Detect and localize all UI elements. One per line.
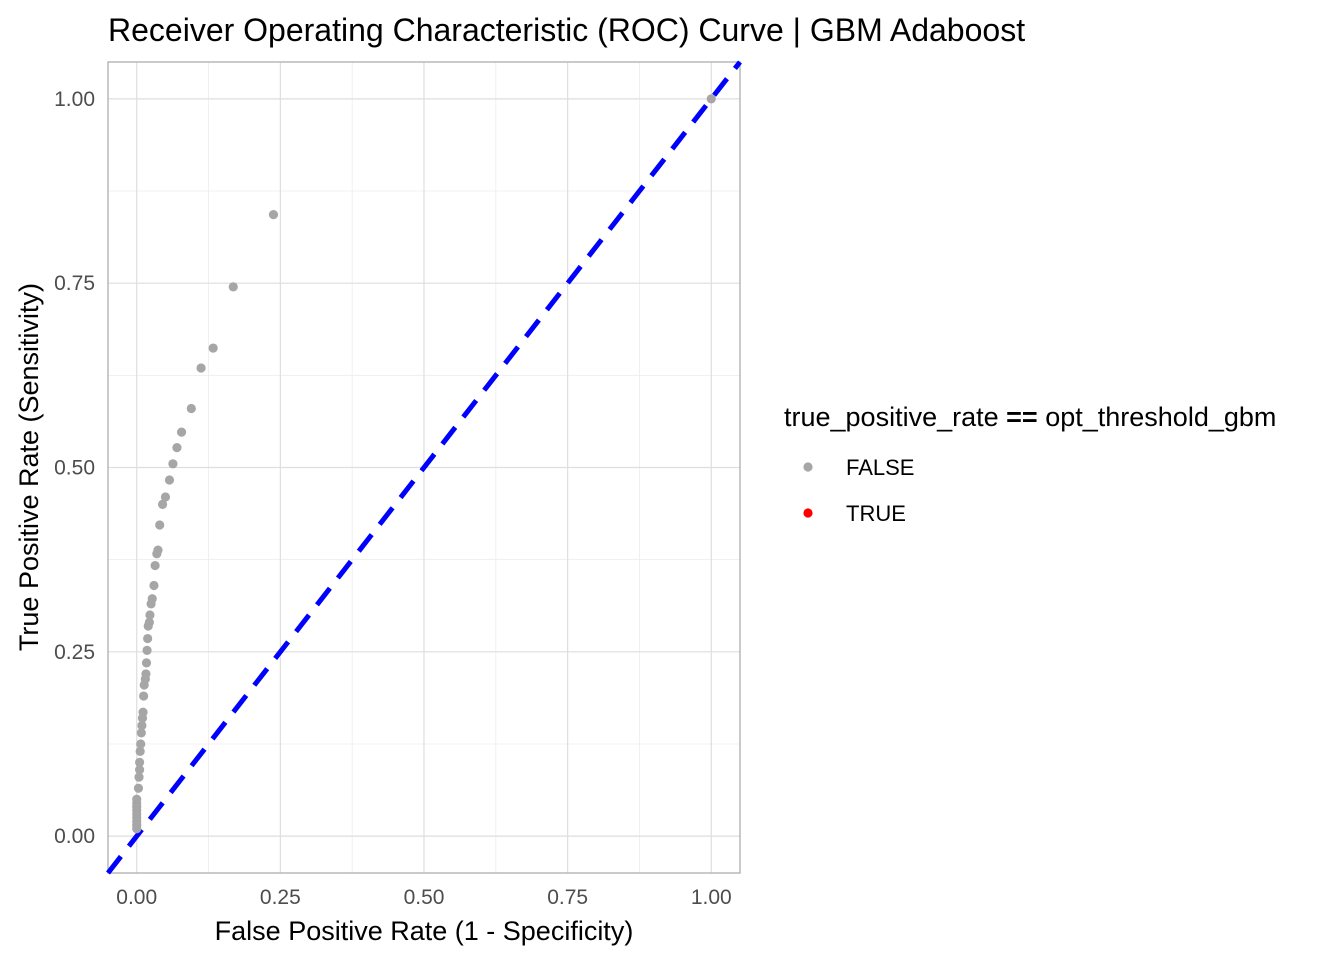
roc-point-false [228, 282, 238, 292]
legend-key-false [803, 462, 813, 472]
major-gridlines [108, 62, 740, 873]
roc-point-false [132, 794, 142, 804]
roc-point-false [139, 691, 149, 701]
roc-point-false [176, 427, 187, 437]
roc-point-false [135, 746, 145, 756]
roc-point-false [196, 363, 206, 373]
legend-label-false: FALSE [846, 455, 914, 480]
legend-title-operator: == [1006, 402, 1038, 432]
y-tick-label: 0.00 [54, 825, 95, 848]
roc-point-false [136, 739, 146, 749]
legend-title-right: opt_threshold_gbm [1045, 402, 1276, 432]
x-tick-label: 0.25 [260, 886, 301, 909]
roc-point-false [136, 728, 146, 738]
plot-panel-border [107, 61, 741, 874]
x-axis-ticks: 0.00 0.25 0.50 0.75 1.00 [116, 886, 731, 909]
y-axis-ticks: 0.00 0.25 0.50 0.75 1.00 [54, 88, 95, 848]
roc-point-false [155, 520, 165, 530]
roc-point-false [141, 669, 151, 679]
y-tick-label: 1.00 [54, 88, 95, 111]
chart-title: Receiver Operating Characteristic (ROC) … [108, 12, 1025, 48]
roc-point-false [172, 442, 182, 453]
x-tick-label: 1.00 [691, 886, 732, 909]
roc-point-false [268, 210, 279, 220]
roc-point-false [168, 459, 178, 469]
y-tick-label: 0.25 [54, 641, 95, 664]
roc-point-false [137, 720, 147, 731]
roc-point-false [142, 645, 152, 655]
roc-point-false [149, 580, 159, 591]
diagonal-reference-line [106, 60, 742, 875]
x-tick-label: 0.75 [547, 886, 588, 909]
legend: true_positive_rate == opt_threshold_gbm … [784, 402, 1276, 526]
y-tick-label: 0.50 [54, 457, 95, 480]
roc-point-false [157, 499, 168, 509]
x-axis-title: False Positive Rate (1 - Specificity) [215, 916, 634, 946]
roc-point-false [133, 783, 144, 793]
y-tick-label: 0.75 [54, 272, 95, 295]
legend-key-true [803, 508, 813, 518]
roc-point-false [153, 545, 163, 555]
roc-point-false [143, 633, 153, 644]
roc-point-false [150, 560, 160, 571]
roc-point-false [135, 757, 145, 768]
roc-point-false [141, 658, 152, 668]
roc-point-false [138, 707, 148, 717]
roc-point-false [144, 617, 154, 627]
legend-title: true_positive_rate == opt_threshold_gbm [784, 402, 1276, 432]
roc-point-false [706, 94, 716, 104]
legend-title-left: true_positive_rate [784, 402, 999, 432]
x-tick-label: 0.50 [404, 886, 445, 909]
roc-point-false [160, 492, 171, 502]
roc-point-false [147, 594, 157, 604]
reference-line-layer [106, 60, 742, 875]
y-axis-title: True Positive Rate (Sensitivity) [14, 283, 44, 651]
roc-point-false [145, 610, 155, 620]
roc-point-false [134, 772, 144, 782]
roc-point-false [135, 765, 145, 775]
x-tick-label: 0.00 [116, 886, 157, 909]
data-points-layer [132, 94, 716, 834]
roc-point-false [164, 475, 175, 485]
roc-point-false [208, 343, 218, 353]
legend-label-true: TRUE [846, 501, 906, 526]
roc-point-false [186, 403, 196, 414]
